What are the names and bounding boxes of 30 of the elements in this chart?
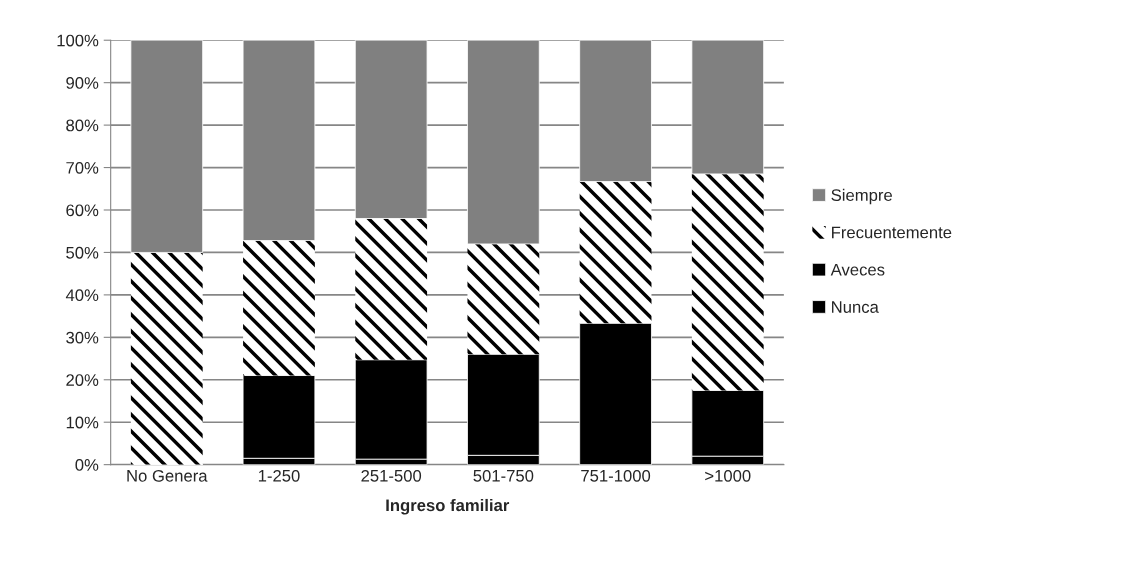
y-tick-label: 100% — [57, 34, 99, 47]
y-tick-label: 20% — [66, 374, 99, 386]
y-tick-label: 40% — [65, 289, 99, 302]
y-tick-label: 0% — [75, 459, 99, 471]
bar — [130, 252, 203, 465]
bar — [243, 240, 315, 376]
legend-label: Nunca — [832, 301, 879, 313]
x-tick-label: No Genera — [127, 469, 208, 482]
bar — [579, 181, 652, 324]
y-tick-label: 50% — [66, 246, 99, 259]
bar — [579, 322, 652, 465]
x-tick-label: 251-500 — [361, 469, 422, 482]
bar — [467, 243, 540, 355]
y-tick-label: 80% — [66, 119, 99, 132]
y-tick-label: 10% — [66, 416, 99, 429]
bar — [354, 359, 428, 460]
legend-label: Frecuentemente — [832, 226, 952, 239]
legend-label: Siempre — [831, 188, 892, 205]
x-tick-label: 751-1000 — [581, 469, 651, 482]
y-tick-label: 60% — [66, 204, 99, 217]
bar — [691, 173, 764, 391]
y-tick-label: 70% — [66, 161, 99, 174]
legend-label: Aveces — [830, 263, 885, 276]
x-tick-label: 501-750 — [473, 469, 534, 482]
y-tick-label: 30% — [66, 331, 99, 344]
bar — [355, 218, 428, 360]
x-tick-label: >1000 — [705, 469, 751, 482]
x-axis-title: Ingreso familiar — [386, 498, 510, 515]
x-tick-label: 1-250 — [258, 469, 300, 482]
y-tick-label: 90% — [66, 77, 99, 89]
